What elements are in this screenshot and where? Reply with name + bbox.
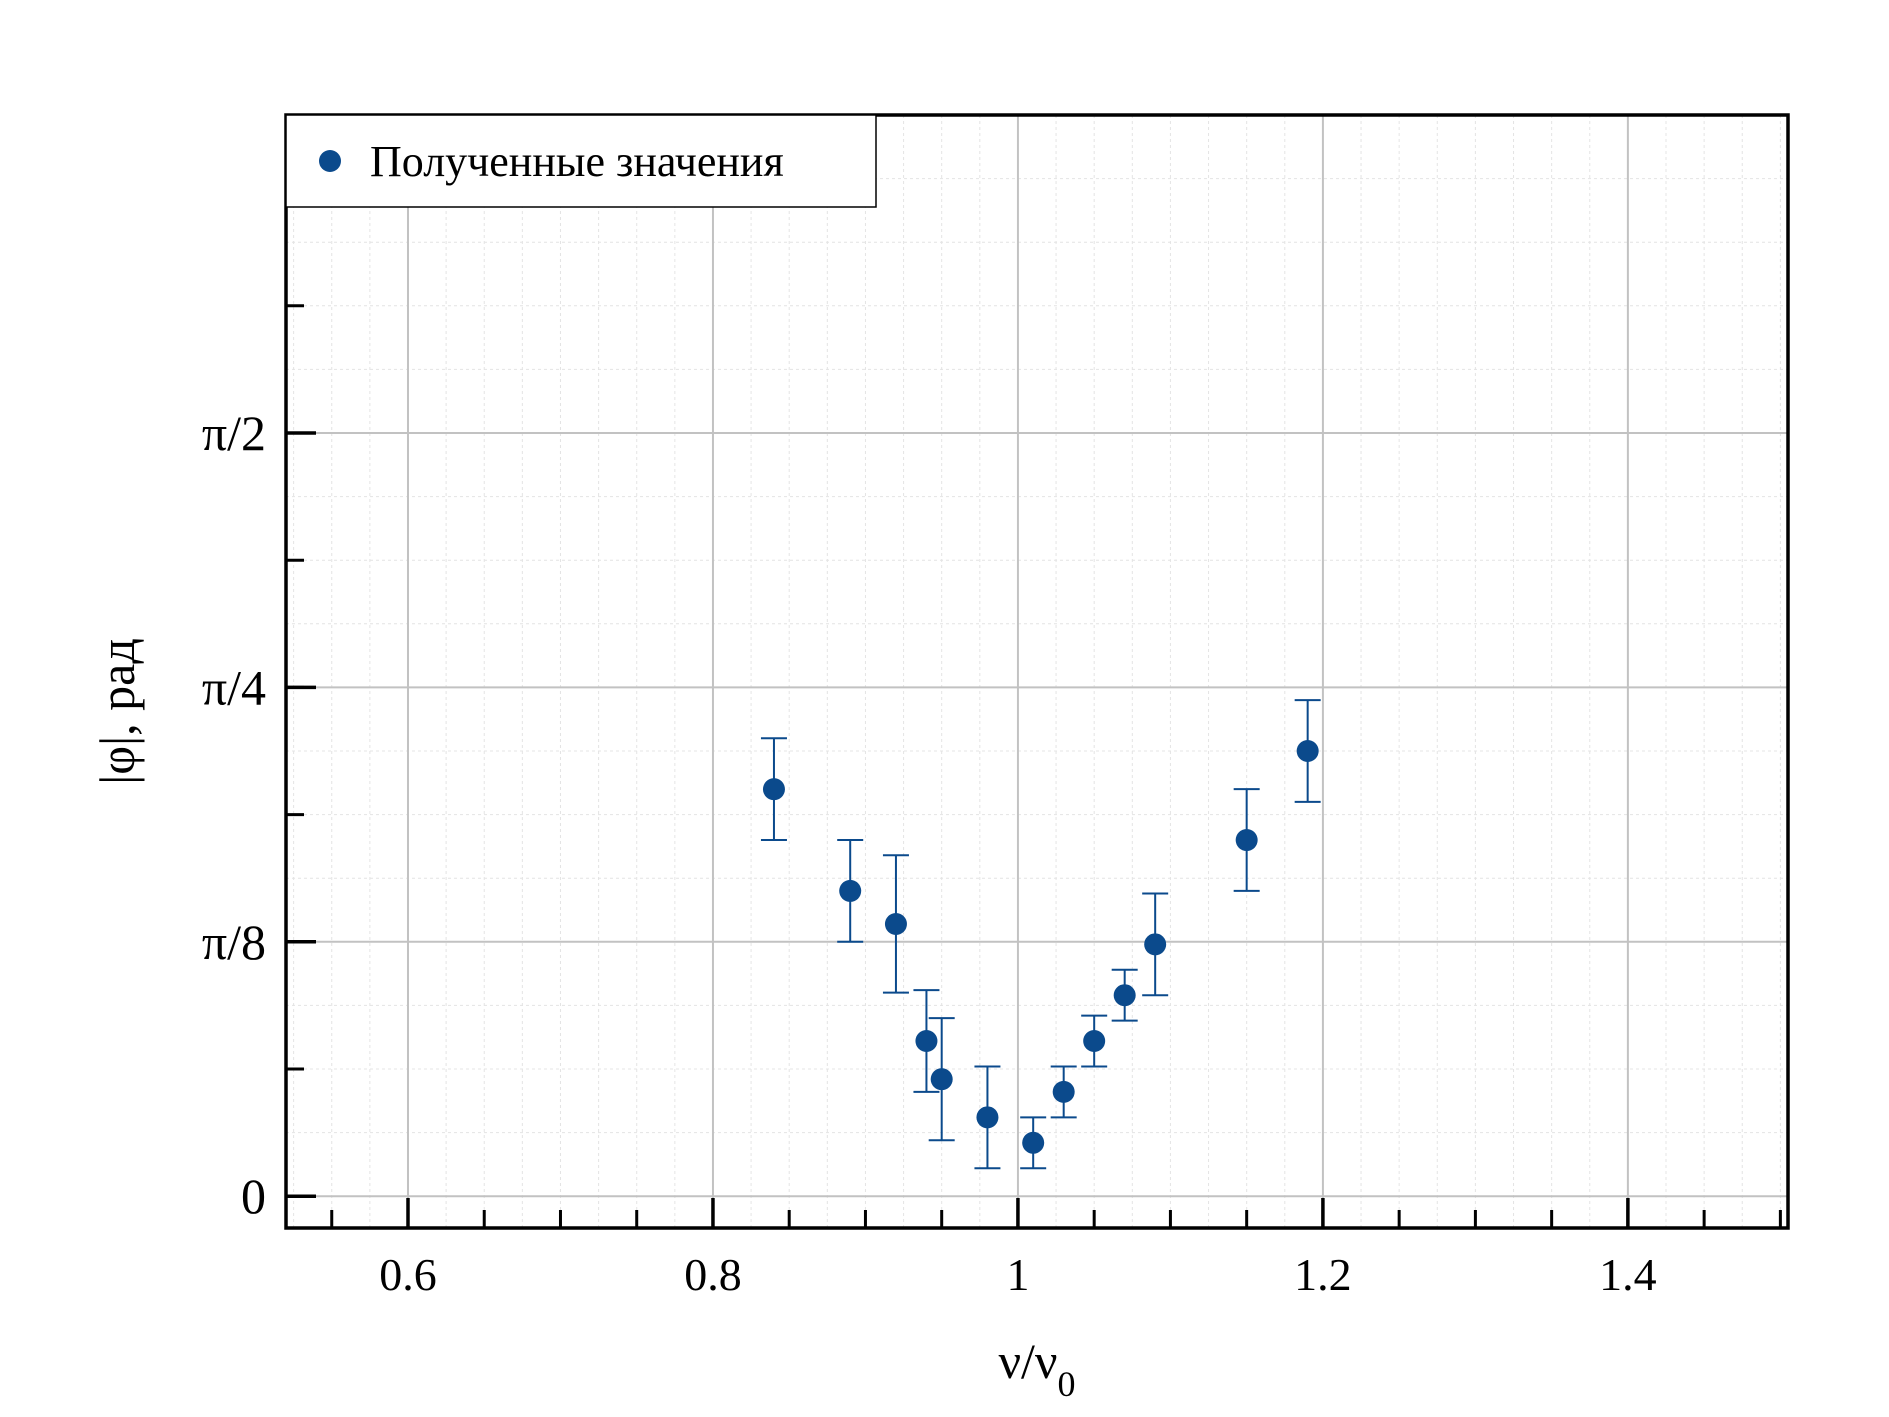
- legend-marker: [319, 150, 341, 172]
- data-point: [762, 778, 785, 801]
- y-tick-label: 0: [241, 1168, 266, 1224]
- x-tick-label: 1.4: [1599, 1249, 1657, 1300]
- data-point: [1144, 933, 1167, 956]
- y-tick-label: π/8: [202, 914, 266, 970]
- x-axis-label: ν/ν0: [998, 1333, 1075, 1404]
- data-point: [976, 1106, 999, 1129]
- data-point: [930, 1068, 953, 1091]
- data-point: [1083, 1030, 1106, 1053]
- y-tick-label: π/4: [202, 659, 266, 715]
- data-point: [915, 1030, 938, 1053]
- data-point: [839, 879, 862, 902]
- data-point: [1022, 1131, 1045, 1154]
- x-axis-label-subscript: 0: [1058, 1364, 1076, 1404]
- x-tick-label: 0.8: [684, 1249, 742, 1300]
- y-axis-label: |φ|, рад: [89, 638, 145, 785]
- y-tick-label: π/2: [202, 405, 266, 461]
- axis-ticks: [286, 177, 1782, 1228]
- tick-labels: 0.6 0.8 1 1.2 1.4 0 π/8 π/4 π/2: [202, 405, 1657, 1300]
- data-point: [1052, 1080, 1075, 1103]
- legend: Полученные значения: [285, 114, 877, 208]
- x-tick-label: 0.6: [379, 1249, 437, 1300]
- x-tick-label: 1: [1006, 1249, 1029, 1300]
- x-tick-label: 1.2: [1294, 1249, 1352, 1300]
- grid: [286, 114, 1788, 1228]
- data-point: [1235, 829, 1258, 852]
- x-axis-label-main: ν/ν: [998, 1333, 1057, 1389]
- data-point: [884, 912, 907, 935]
- plot-frame: [284, 113, 1790, 1230]
- legend-box: [285, 114, 877, 208]
- legend-label: Полученные значения: [370, 137, 784, 186]
- data-point: [1296, 740, 1319, 762]
- data-series: [760, 699, 1321, 1170]
- data-point: [1113, 984, 1136, 1007]
